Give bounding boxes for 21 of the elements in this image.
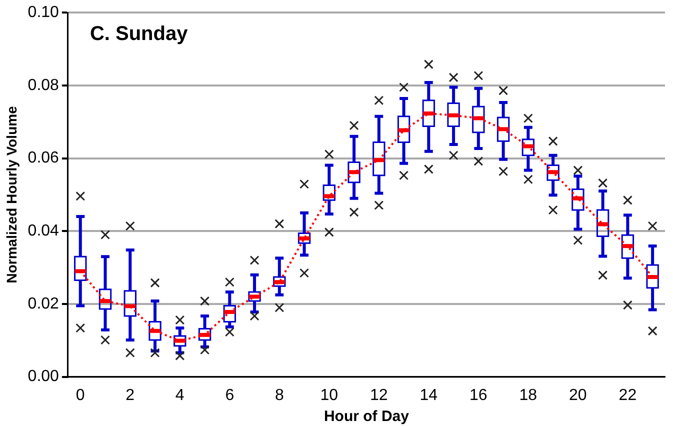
x-tick-label: 22 bbox=[618, 386, 637, 404]
x-tick-label: 20 bbox=[569, 386, 587, 404]
x-tick-label: 0 bbox=[76, 386, 85, 404]
y-tick-label: 0.08 bbox=[28, 76, 60, 94]
y-tick-label: 0.10 bbox=[28, 4, 60, 22]
x-tick-label: 12 bbox=[370, 386, 388, 404]
x-tick-label: 2 bbox=[126, 386, 135, 404]
y-tick-label: 0.00 bbox=[28, 368, 60, 386]
x-tick-label: 4 bbox=[175, 386, 184, 404]
y-axis-title: Normalized Hourly Volume bbox=[3, 106, 20, 284]
x-tick-label: 10 bbox=[320, 386, 338, 404]
y-tick-label: 0.06 bbox=[28, 150, 60, 167]
x-tick-label: 6 bbox=[225, 386, 234, 404]
text: C. Sunday bbox=[90, 23, 189, 46]
x-tick-label: 8 bbox=[274, 386, 284, 404]
x-tick-label: 14 bbox=[420, 386, 438, 404]
x-axis-title: Hour of Day bbox=[324, 408, 410, 426]
y-tick-label: 0.04 bbox=[28, 222, 60, 240]
x-tick-label: 16 bbox=[470, 386, 488, 404]
x-tick-label: 18 bbox=[519, 386, 538, 404]
y-tick-label: 0.02 bbox=[28, 295, 60, 312]
